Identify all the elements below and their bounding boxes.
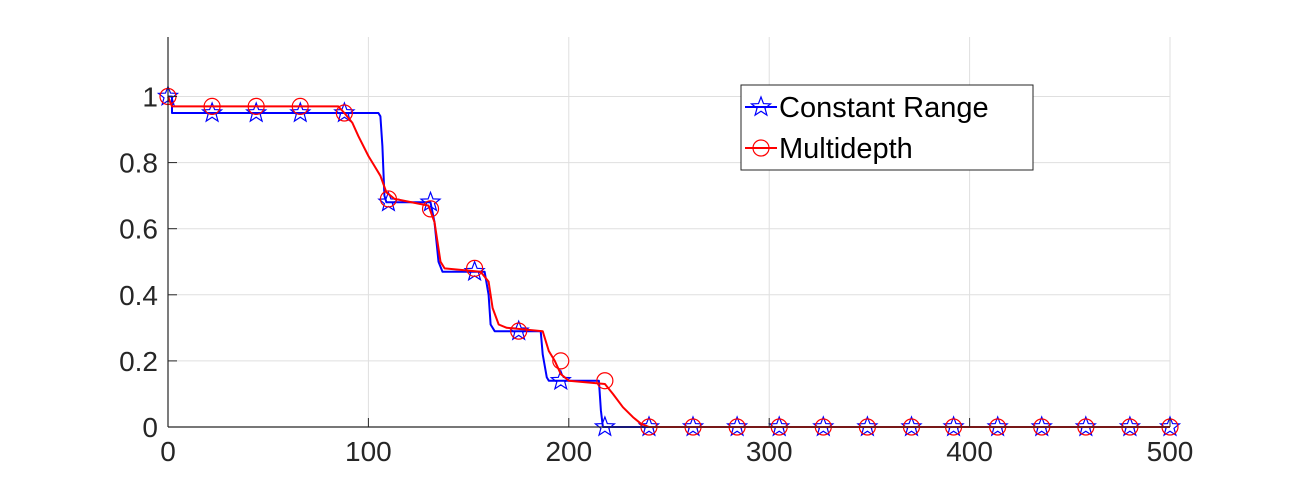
x-tick-label: 0 xyxy=(160,436,176,467)
marker-legend-multidepth xyxy=(752,139,770,157)
y-tick-label: 0 xyxy=(142,412,158,443)
y-tick-label: 0.2 xyxy=(119,346,158,377)
marker-legend-constant-range xyxy=(749,95,773,117)
marker-constant-range xyxy=(549,369,572,391)
marker-multidepth xyxy=(379,190,398,208)
legend: Constant Range Multidepth xyxy=(740,84,1034,171)
marker-multidepth xyxy=(596,372,614,390)
marker-multidepth xyxy=(466,259,484,277)
y-tick-label: 0.8 xyxy=(119,148,158,179)
marker-constant-range xyxy=(593,415,617,437)
legend-label-multidepth: Multidepth xyxy=(779,133,913,165)
marker-multidepth xyxy=(510,322,528,340)
legend-label-constant-range: Constant Range xyxy=(779,92,989,124)
marker-multidepth xyxy=(335,104,353,122)
axes xyxy=(167,37,1171,428)
x-tick-label: 200 xyxy=(545,436,592,467)
x-tick-label: 300 xyxy=(746,436,793,467)
x-tick-label: 400 xyxy=(946,436,993,467)
y-tick-label: 1 xyxy=(142,81,158,112)
y-tick-label: 0.4 xyxy=(119,280,158,311)
marker-multidepth xyxy=(421,200,440,218)
legend-box xyxy=(740,84,1034,171)
series-line-multidepth xyxy=(167,96,1170,428)
marker-constant-range xyxy=(419,190,442,212)
legend-entry-multidepth: Multidepth xyxy=(745,133,913,165)
legend-entry-constant-range: Constant Range xyxy=(745,92,989,124)
marker-multidepth xyxy=(247,97,265,116)
series-line-constant-range xyxy=(168,95,1170,428)
x-tick-label: 500 xyxy=(1147,436,1194,467)
marker-multidepth xyxy=(552,352,570,370)
marker-multidepth xyxy=(291,97,309,116)
y-tick-label: 0.6 xyxy=(119,214,158,245)
y-tick-labels: 0 0.2 0.4 0.6 0.8 1 xyxy=(119,81,158,443)
x-tick-labels: 0 100 200 300 400 500 xyxy=(160,436,1193,467)
marker-multidepth xyxy=(203,97,221,116)
x-tick-label: 100 xyxy=(345,436,392,467)
